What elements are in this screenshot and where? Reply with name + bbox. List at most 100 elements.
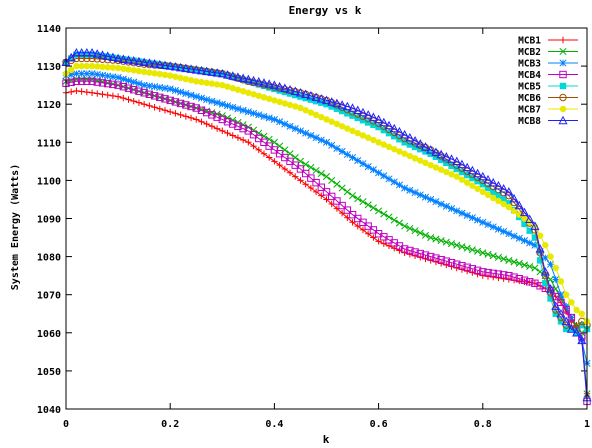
marker-mcb8 <box>87 48 97 57</box>
marker-mcb1 <box>68 88 75 96</box>
legend-label-mcb5: MCB5 <box>518 82 541 93</box>
marker-mcb4 <box>270 146 279 154</box>
marker-mcb3 <box>151 83 159 91</box>
marker-mcb4 <box>208 111 216 119</box>
marker-mcb7 <box>406 152 414 160</box>
marker-mcb3 <box>526 239 534 247</box>
marker-mcb3 <box>515 234 523 242</box>
marker-mcb6 <box>93 55 101 63</box>
marker-mcb4 <box>218 115 227 124</box>
marker-mcb1 <box>88 89 96 96</box>
y-axis-label: System Energy (Watts) <box>10 164 21 290</box>
legend-entry-mcb8: MCB8 <box>518 115 578 127</box>
marker-mcb3 <box>156 83 164 91</box>
marker-mcb5 <box>401 139 408 146</box>
marker-mcb1 <box>151 104 158 111</box>
legend-label-mcb1: MCB1 <box>518 36 541 47</box>
marker-mcb3 <box>343 150 351 159</box>
marker-mcb3 <box>442 202 450 210</box>
marker-mcb2 <box>348 192 357 200</box>
marker-mcb4 <box>473 266 482 275</box>
legend-marker-mcb5 <box>559 82 567 90</box>
marker-mcb3 <box>458 209 466 217</box>
marker-mcb3 <box>291 125 299 133</box>
y-tick-label: 1110 <box>37 138 61 149</box>
marker-mcb1 <box>187 114 195 122</box>
marker-mcb4 <box>202 108 211 117</box>
marker-mcb2 <box>520 261 529 269</box>
marker-mcb7 <box>94 63 101 70</box>
marker-mcb3 <box>140 81 148 89</box>
marker-mcb3 <box>296 127 305 135</box>
marker-mcb8 <box>415 139 425 148</box>
marker-mcb2 <box>458 243 466 251</box>
marker-mcb7 <box>265 95 273 103</box>
marker-mcb8 <box>129 56 139 65</box>
marker-mcb4 <box>67 78 75 86</box>
legend-marker-mcb3 <box>559 59 567 67</box>
marker-mcb3 <box>192 93 200 101</box>
marker-mcb2 <box>307 163 315 171</box>
marker-mcb4 <box>442 257 451 265</box>
marker-mcb5 <box>552 310 559 317</box>
marker-mcb3 <box>255 111 263 119</box>
marker-mcb2 <box>510 258 518 266</box>
marker-mcb1 <box>198 118 205 125</box>
marker-mcb5 <box>391 133 398 140</box>
marker-mcb7 <box>432 164 440 171</box>
marker-mcb2 <box>489 252 497 260</box>
marker-mcb3 <box>114 73 122 82</box>
marker-mcb7 <box>167 72 174 79</box>
marker-mcb8 <box>525 214 535 223</box>
marker-mcb5 <box>396 136 403 143</box>
marker-mcb2 <box>375 207 383 215</box>
marker-mcb2 <box>390 216 398 224</box>
marker-mcb7 <box>146 69 153 76</box>
marker-mcb5 <box>338 107 346 115</box>
marker-mcb8 <box>170 62 180 71</box>
marker-mcb7 <box>474 185 481 192</box>
marker-mcb7 <box>469 182 476 189</box>
marker-mcb3 <box>312 134 320 142</box>
marker-mcb3 <box>333 144 341 152</box>
marker-mcb5 <box>495 192 502 199</box>
marker-mcb8 <box>150 59 160 68</box>
marker-mcb3 <box>317 136 325 144</box>
marker-mcb3 <box>348 153 357 162</box>
marker-mcb7 <box>156 70 163 78</box>
marker-mcb5 <box>307 96 315 103</box>
marker-mcb7 <box>370 136 377 144</box>
legend-marker-mcb2 <box>559 47 567 56</box>
marker-mcb3 <box>260 112 268 120</box>
marker-mcb4 <box>317 183 325 191</box>
marker-mcb7 <box>437 166 445 173</box>
legend-entry-mcb5: MCB5 <box>518 82 578 93</box>
marker-mcb4 <box>239 124 247 133</box>
marker-mcb4 <box>484 268 492 277</box>
marker-mcb8 <box>186 64 196 73</box>
marker-mcb3 <box>494 225 502 233</box>
marker-mcb7 <box>88 62 96 70</box>
marker-mcb7 <box>557 278 565 285</box>
marker-mcb8 <box>321 95 332 105</box>
marker-mcb7 <box>578 310 585 317</box>
marker-mcb8 <box>316 94 326 103</box>
marker-mcb4 <box>348 210 357 219</box>
marker-mcb3 <box>406 186 414 194</box>
marker-mcb1 <box>104 91 111 99</box>
marker-mcb8 <box>92 49 102 58</box>
marker-mcb3 <box>546 260 555 268</box>
marker-mcb1 <box>307 184 315 192</box>
marker-mcb8 <box>275 81 285 91</box>
marker-mcb1 <box>370 234 377 241</box>
marker-mcb8 <box>77 48 87 57</box>
marker-mcb4 <box>103 79 112 88</box>
marker-mcb8 <box>139 57 149 66</box>
legend-label-mcb7: MCB7 <box>518 105 541 116</box>
series-mcb8 <box>61 48 592 402</box>
marker-mcb3 <box>265 114 273 122</box>
marker-mcb8 <box>545 284 556 293</box>
marker-mcb5 <box>505 200 513 207</box>
marker-mcb1 <box>172 110 179 117</box>
legend-marker-mcb1 <box>559 36 567 44</box>
